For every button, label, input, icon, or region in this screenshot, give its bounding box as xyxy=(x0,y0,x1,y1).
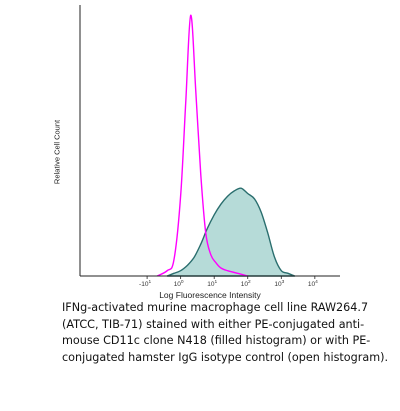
x-tick-label: 100 xyxy=(174,279,184,288)
open-histogram xyxy=(156,14,248,277)
figure-caption: IFNg-activated murine macrophage cell li… xyxy=(62,301,389,364)
histogram-chart: -101 100 101 102 103 104 xyxy=(79,5,340,288)
x-tick-label: 103 xyxy=(274,279,284,288)
x-tick-label: 102 xyxy=(241,279,251,288)
x-tick-layer: -101 100 101 102 103 104 xyxy=(139,276,318,288)
y-axis-label: Relative Cell Count xyxy=(52,119,62,185)
x-tick-label: 101 xyxy=(207,279,217,288)
x-axis-label: Log Fluorescence Intensity xyxy=(159,290,261,300)
filled-histogram xyxy=(166,187,296,277)
x-tick-label: -101 xyxy=(139,279,151,288)
x-tick-label: 104 xyxy=(308,279,318,288)
series-layer xyxy=(156,14,296,277)
